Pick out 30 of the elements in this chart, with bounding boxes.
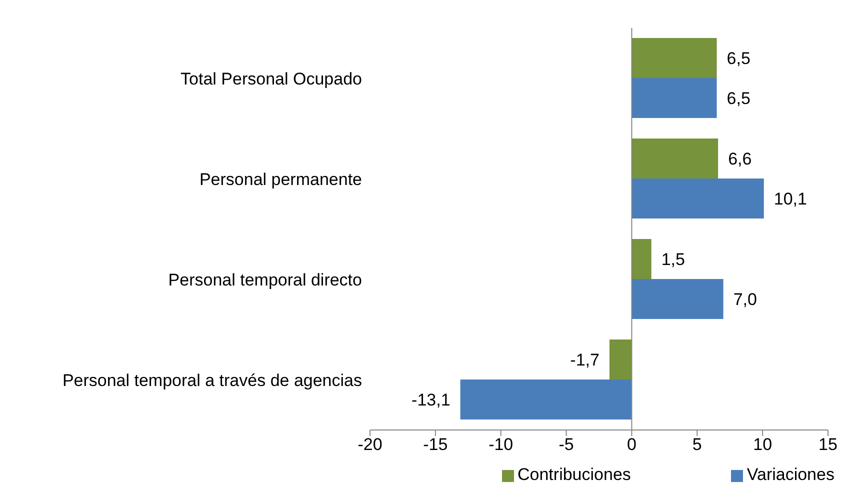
x-tick-label: -20	[358, 435, 382, 454]
data-label: 10,1	[774, 190, 807, 208]
x-tick-label: 15	[818, 435, 838, 454]
bar	[632, 138, 718, 179]
data-label: 7,0	[733, 290, 757, 309]
x-tick-label: 5	[692, 435, 702, 454]
legend-label: Contribuciones	[518, 465, 631, 484]
data-label: 6,5	[726, 49, 750, 68]
x-tick-label: -15	[423, 435, 448, 454]
data-label: 1,5	[661, 250, 685, 269]
bar	[609, 340, 632, 380]
y-tick-label: Total Personal Ocupado	[180, 69, 362, 88]
y-tick-label: Personal temporal directo	[168, 270, 362, 290]
bar	[632, 239, 652, 280]
data-label: 6,6	[728, 150, 752, 168]
bar	[632, 279, 724, 320]
bar	[632, 38, 717, 78]
x-tick-label: 10	[753, 435, 772, 454]
bar	[460, 380, 632, 420]
y-tick-label: Personal permanente	[199, 170, 362, 189]
legend-label: Variaciones	[746, 465, 834, 484]
data-label: -1,7	[570, 350, 600, 370]
data-label: -13,1	[412, 390, 450, 410]
bar	[632, 78, 717, 118]
x-tick-label: -5	[558, 435, 574, 454]
data-label: 6,5	[726, 89, 750, 108]
bar	[632, 178, 764, 219]
x-tick-label: 0	[626, 435, 636, 454]
x-tick-label: -10	[488, 435, 514, 454]
y-tick-label: Personal temporal a través de agencias	[62, 370, 362, 390]
